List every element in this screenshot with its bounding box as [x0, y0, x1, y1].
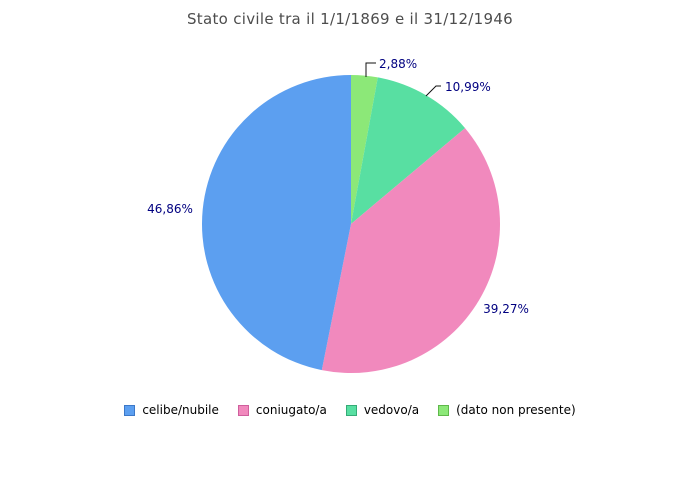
pie-slice-coniugato [321, 128, 501, 374]
legend-swatch-dato-non-presente [438, 404, 450, 416]
legend-item-coniugato: coniugato/a [237, 403, 327, 417]
pie-slice-celibe-nubile [201, 75, 351, 371]
leader-line-vedovo [425, 85, 441, 97]
pie-label-vedovo: 10,99% [445, 80, 491, 94]
legend-item-celibe-nubile: celibe/nubile [124, 403, 219, 417]
legend-item-dato-non-presente: (dato non presente) [438, 403, 576, 417]
legend-swatch-vedovo [345, 404, 357, 416]
chart-title: Stato civile tra il 1/1/1869 e il 31/12/… [186, 10, 514, 28]
pie-slice-vedovo [351, 77, 466, 225]
pie-label-celibe-nubile: 46,86% [147, 202, 193, 216]
legend-swatch-celibe-nubile [124, 404, 136, 416]
pie-label-coniugato: 39,27% [483, 302, 529, 316]
legend-label-celibe-nubile: celibe/nubile [142, 403, 219, 417]
legend-swatch-coniugato [237, 404, 249, 416]
pie-slice-dato-non-presente [351, 75, 378, 224]
leader-line-dato-non-presente [365, 62, 376, 77]
pie-slices-group [201, 75, 501, 374]
legend: celibe/nubile coniugato/a vedovo/a (dato… [0, 403, 700, 417]
legend-item-vedovo: vedovo/a [345, 403, 420, 417]
legend-label-dato-non-presente: (dato non presente) [456, 403, 576, 417]
legend-label-vedovo: vedovo/a [363, 403, 420, 417]
legend-label-coniugato: coniugato/a [255, 403, 327, 417]
pie-label-dato-non-presente: 2,88% [379, 57, 417, 71]
